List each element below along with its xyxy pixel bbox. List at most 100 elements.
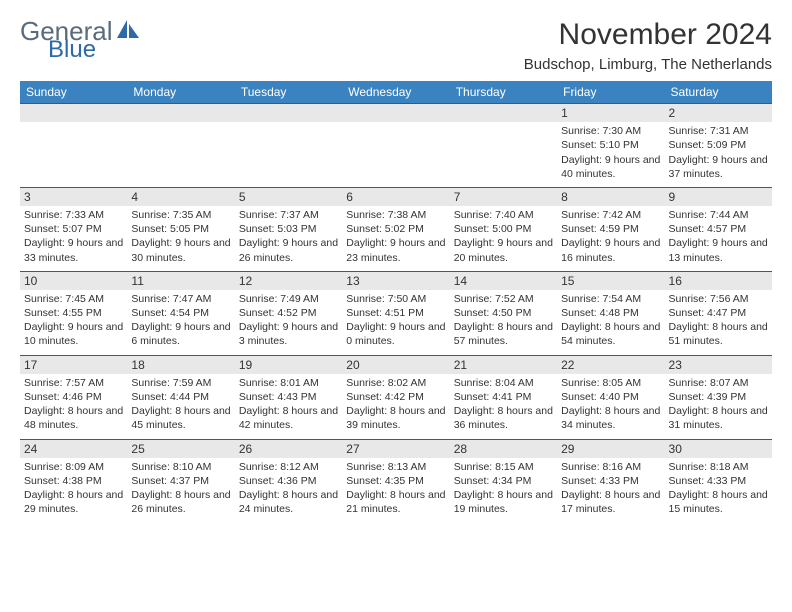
day-number: 30	[665, 440, 772, 458]
day-number: 10	[20, 272, 127, 290]
day-header-row: Sunday Monday Tuesday Wednesday Thursday…	[20, 81, 772, 104]
day-header: Saturday	[665, 81, 772, 104]
week-row: 17Sunrise: 7:57 AMSunset: 4:46 PMDayligh…	[20, 355, 772, 439]
daylight-text: Daylight: 8 hours and 57 minutes.	[454, 320, 553, 348]
day-number	[235, 104, 342, 122]
day-cell: 19Sunrise: 8:01 AMSunset: 4:43 PMDayligh…	[235, 355, 342, 439]
header: General Blue November 2024 Budschop, Lim…	[20, 18, 772, 73]
location: Budschop, Limburg, The Netherlands	[524, 56, 772, 73]
day-number	[20, 104, 127, 122]
day-cell: 9Sunrise: 7:44 AMSunset: 4:57 PMDaylight…	[665, 187, 772, 271]
day-number	[450, 104, 557, 122]
daylight-text: Daylight: 8 hours and 31 minutes.	[669, 404, 768, 432]
day-cell: 1Sunrise: 7:30 AMSunset: 5:10 PMDaylight…	[557, 104, 664, 188]
daylight-text: Daylight: 9 hours and 3 minutes.	[239, 320, 338, 348]
day-cell: 26Sunrise: 8:12 AMSunset: 4:36 PMDayligh…	[235, 439, 342, 522]
sunset-text: Sunset: 4:44 PM	[131, 390, 230, 404]
day-cell: 4Sunrise: 7:35 AMSunset: 5:05 PMDaylight…	[127, 187, 234, 271]
day-cell	[450, 104, 557, 188]
day-cell	[127, 104, 234, 188]
sunrise-text: Sunrise: 7:49 AM	[239, 292, 338, 306]
sunset-text: Sunset: 4:39 PM	[669, 390, 768, 404]
day-number: 11	[127, 272, 234, 290]
day-number	[127, 104, 234, 122]
day-cell: 30Sunrise: 8:18 AMSunset: 4:33 PMDayligh…	[665, 439, 772, 522]
sunset-text: Sunset: 4:54 PM	[131, 306, 230, 320]
daylight-text: Daylight: 9 hours and 33 minutes.	[24, 236, 123, 264]
daylight-text: Daylight: 8 hours and 15 minutes.	[669, 488, 768, 516]
day-number: 5	[235, 188, 342, 206]
sunrise-text: Sunrise: 8:13 AM	[346, 460, 445, 474]
day-header: Wednesday	[342, 81, 449, 104]
sunrise-text: Sunrise: 7:45 AM	[24, 292, 123, 306]
day-number: 24	[20, 440, 127, 458]
sunset-text: Sunset: 4:51 PM	[346, 306, 445, 320]
daylight-text: Daylight: 8 hours and 21 minutes.	[346, 488, 445, 516]
sunset-text: Sunset: 5:03 PM	[239, 222, 338, 236]
day-cell: 8Sunrise: 7:42 AMSunset: 4:59 PMDaylight…	[557, 187, 664, 271]
day-number: 9	[665, 188, 772, 206]
day-number: 25	[127, 440, 234, 458]
day-cell: 20Sunrise: 8:02 AMSunset: 4:42 PMDayligh…	[342, 355, 449, 439]
daylight-text: Daylight: 9 hours and 30 minutes.	[131, 236, 230, 264]
sunset-text: Sunset: 5:00 PM	[454, 222, 553, 236]
day-cell: 23 Sunrise: 8:07 AMSunset: 4:39 PMDayligh…	[665, 355, 772, 439]
day-number	[342, 104, 449, 122]
sunset-text: Sunset: 4:47 PM	[669, 306, 768, 320]
sunrise-text: Sunrise: 7:57 AM	[24, 376, 123, 390]
day-header: Tuesday	[235, 81, 342, 104]
sunset-text: Sunset: 4:55 PM	[24, 306, 123, 320]
sunrise-text: Sunrise: 7:50 AM	[346, 292, 445, 306]
sunset-text: Sunset: 4:36 PM	[239, 474, 338, 488]
week-row: 1Sunrise: 7:30 AMSunset: 5:10 PMDaylight…	[20, 104, 772, 188]
sunrise-text: Sunrise: 8:15 AM	[454, 460, 553, 474]
day-cell: 3Sunrise: 7:33 AMSunset: 5:07 PMDaylight…	[20, 187, 127, 271]
daylight-text: Daylight: 9 hours and 13 minutes.	[669, 236, 768, 264]
day-number: 8	[557, 188, 664, 206]
sunrise-text: Sunrise: 8:10 AM	[131, 460, 230, 474]
week-row: 10 Sunrise: 7:45 AMSunset: 4:55 PM Dayligh…	[20, 271, 772, 355]
day-number: 28	[450, 440, 557, 458]
day-header: Thursday	[450, 81, 557, 104]
day-cell: 28Sunrise: 8:15 AMSunset: 4:34 PMDayligh…	[450, 439, 557, 522]
sunrise-text: Sunrise: 8:07 AM	[669, 376, 768, 390]
daylight-text: Daylight: 8 hours and 51 minutes.	[669, 320, 768, 348]
daylight-text: Daylight: 8 hours and 29 minutes.	[24, 488, 123, 516]
sunset-text: Sunset: 4:34 PM	[454, 474, 553, 488]
month-title: November 2024	[524, 18, 772, 52]
daylight-text: Daylight: 9 hours and 16 minutes.	[561, 236, 660, 264]
daylight-text: Daylight: 8 hours and 17 minutes.	[561, 488, 660, 516]
daylight-text: Daylight: 8 hours and 54 minutes.	[561, 320, 660, 348]
day-cell: 7Sunrise: 7:40 AMSunset: 5:00 PMDaylight…	[450, 187, 557, 271]
sunrise-text: Sunrise: 7:54 AM	[561, 292, 660, 306]
sunset-text: Sunset: 4:33 PM	[561, 474, 660, 488]
day-number: 17	[20, 356, 127, 374]
day-cell: 24Sunrise: 8:09 AMSunset: 4:38 PMDayligh…	[20, 439, 127, 522]
sunrise-text: Sunrise: 7:42 AM	[561, 208, 660, 222]
day-number: 23	[665, 356, 772, 374]
day-cell: 21Sunrise: 8:04 AMSunset: 4:41 PMDayligh…	[450, 355, 557, 439]
day-number: 16	[665, 272, 772, 290]
sunrise-text: Sunrise: 7:31 AM	[669, 124, 768, 138]
sunset-text: Sunset: 4:43 PM	[239, 390, 338, 404]
day-number: 3	[20, 188, 127, 206]
day-cell: 25Sunrise: 8:10 AMSunset: 4:37 PMDayligh…	[127, 439, 234, 522]
sunrise-text: Sunrise: 7:44 AM	[669, 208, 768, 222]
day-cell	[20, 104, 127, 188]
daylight-text: Daylight: 9 hours and 0 minutes.	[346, 320, 445, 348]
title-block: November 2024 Budschop, Limburg, The Net…	[524, 18, 772, 73]
day-number: 13	[342, 272, 449, 290]
day-number: 27	[342, 440, 449, 458]
day-header: Monday	[127, 81, 234, 104]
sunset-text: Sunset: 4:38 PM	[24, 474, 123, 488]
day-number: 6	[342, 188, 449, 206]
week-row: 3Sunrise: 7:33 AMSunset: 5:07 PMDaylight…	[20, 187, 772, 271]
daylight-text: Daylight: 8 hours and 45 minutes.	[131, 404, 230, 432]
daylight-text: Daylight: 9 hours and 23 minutes.	[346, 236, 445, 264]
day-number: 2	[665, 104, 772, 122]
sunrise-text: Sunrise: 8:18 AM	[669, 460, 768, 474]
day-cell: 27Sunrise: 8:13 AMSunset: 4:35 PMDayligh…	[342, 439, 449, 522]
daylight-text: Daylight: 9 hours and 37 minutes.	[669, 153, 768, 181]
daylight-text: Daylight: 8 hours and 48 minutes.	[24, 404, 123, 432]
day-number: 19	[235, 356, 342, 374]
